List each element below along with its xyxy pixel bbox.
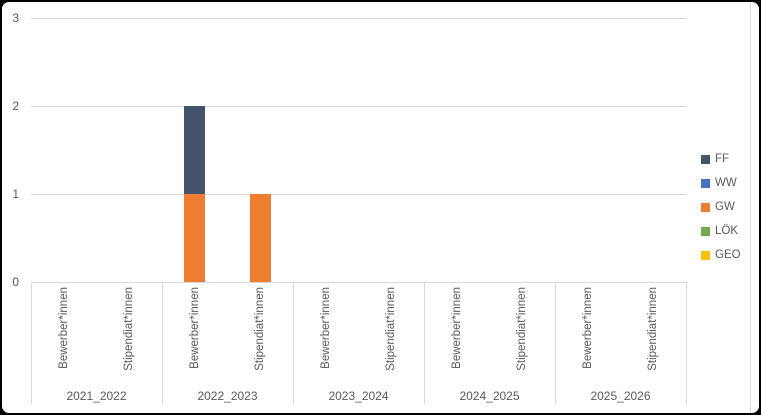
y-gridline [31,17,686,19]
category-label: Bewerber*innen [581,286,594,369]
category-label: Bewerber*innen [57,286,70,369]
legend-label: GEO [715,249,741,261]
legend-label: WW [715,177,737,189]
category-divider [424,281,425,404]
bar-GW-2022_2023-Bewerber*innen [184,193,206,282]
category-label: Bewerber*innen [188,286,201,369]
legend: FF WW GW LÖK GEO [701,147,741,267]
category-label: Stipendiat*innen [123,286,136,371]
bar-FF-2022_2023-Bewerber*innen [184,105,206,194]
legend-swatch-icon [701,202,710,212]
year-group-label: 2024_2025 [459,389,520,403]
legend-label: FF [715,153,730,165]
legend-swatch-icon [701,154,710,164]
category-label: Stipendiat*innen [647,286,660,371]
year-group-label: 2023_2024 [328,389,389,403]
y-axis-tick-label: 2 [12,98,19,113]
legend-swatch-icon [701,250,710,260]
category-label: Stipendiat*innen [254,286,267,371]
year-group-label: 2025_2026 [590,389,651,403]
category-divider [162,281,163,404]
category-divider [31,281,32,404]
year-group-label: 2022_2023 [197,389,258,403]
y-gridline [31,105,686,107]
category-divider [686,281,687,404]
legend-item-LÖK: LÖK [701,219,741,243]
y-axis-tick-label: 1 [12,186,19,201]
legend-item-FF: FF [701,147,741,171]
chart-frame-right-border [750,2,751,413]
category-label: Stipendiat*innen [516,286,529,371]
legend-label: GW [715,201,735,213]
category-label: Bewerber*innen [319,286,332,369]
category-divider [555,281,556,404]
year-group-label: 2021_2022 [66,389,127,403]
y-gridline [31,193,686,195]
category-label: Stipendiat*innen [385,286,398,371]
category-label: Bewerber*innen [450,286,463,369]
category-divider [293,281,294,404]
legend-item-GEO: GEO [701,243,741,267]
legend-swatch-icon [701,226,710,236]
bar-GW-2022_2023-Stipendiat*innen [249,193,271,282]
x-axis-line [31,281,686,283]
legend-swatch-icon [701,178,710,188]
y-axis-tick-label: 0 [12,274,19,289]
y-axis-tick-label: 3 [12,10,19,25]
legend-label: LÖK [715,225,739,237]
legend-item-WW: WW [701,171,741,195]
legend-item-GW: GW [701,195,741,219]
